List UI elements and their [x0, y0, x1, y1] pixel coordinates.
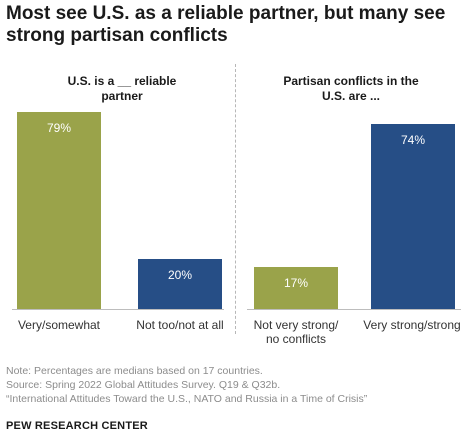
- right-baseline: [247, 309, 461, 310]
- bar-value-label: 20%: [167, 268, 193, 282]
- source-text: Source: Spring 2022 Global Attitudes Sur…: [6, 379, 281, 391]
- bar-value-label: 17%: [283, 275, 309, 290]
- category-label-not-very-strong: Not very strong/ no conflicts: [253, 318, 339, 346]
- bar-not-very-strong: 17%: [254, 266, 338, 309]
- bar-value-label: 74%: [400, 133, 426, 147]
- left-panel-title: U.S. is a __ reliable partner: [67, 74, 177, 103]
- panel-divider: [235, 64, 236, 334]
- category-label-not-too: Not too/not at all: [136, 318, 224, 332]
- category-label-very-strong: Very strong/strong: [363, 318, 461, 332]
- report-text: “International Attitudes Toward the U.S.…: [6, 393, 368, 405]
- right-panel-title: Partisan conflicts in the U.S. are ...: [283, 74, 419, 103]
- bar-very-somewhat: 79%: [17, 111, 101, 309]
- bar-value-label: 79%: [46, 120, 72, 135]
- bar-very-strong: 74%: [371, 124, 455, 309]
- chart-title: Most see U.S. as a reliable partner, but…: [6, 3, 446, 46]
- pew-logo-text: PEW RESEARCH CENTER: [6, 420, 148, 432]
- left-baseline: [12, 309, 224, 310]
- category-label-very-somewhat: Very/somewhat: [17, 318, 101, 332]
- bar-not-too-not-at-all: 20%: [138, 259, 222, 309]
- note-text: Note: Percentages are medians based on 1…: [6, 365, 263, 377]
